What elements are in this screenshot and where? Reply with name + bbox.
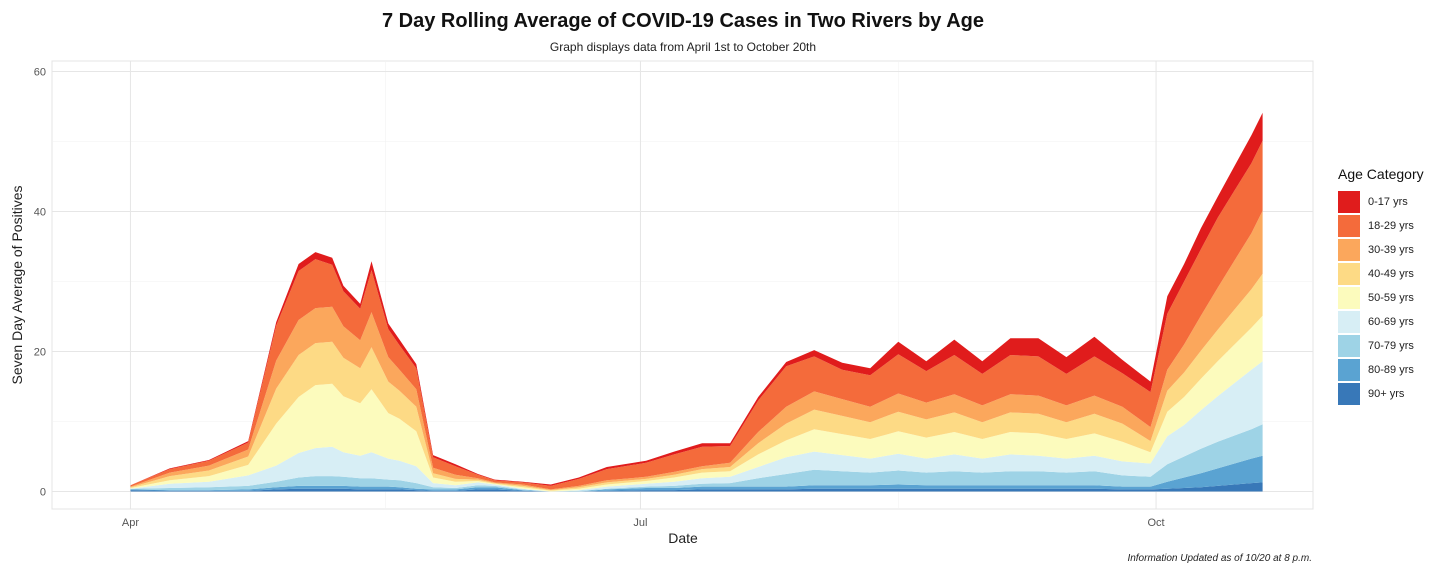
legend-swatch — [1338, 383, 1360, 405]
chart-subtitle: Graph displays data from April 1st to Oc… — [549, 40, 817, 54]
legend-item-50-59-yrs: 50-59 yrs — [1338, 286, 1432, 310]
legend-item-90plus-yrs: 90+ yrs — [1338, 382, 1432, 406]
legend-label: 90+ yrs — [1368, 388, 1405, 400]
legend-label: 18-29 yrs — [1368, 220, 1414, 232]
y-tick-label: 20 — [34, 347, 46, 359]
area-series-30-39-yrs — [130, 210, 1263, 491]
legend-items: 0-17 yrs 18-29 yrs 30-39 yrs 40-49 yrs 50-59… — [1338, 190, 1432, 406]
area-series-70-79-yrs — [130, 424, 1263, 492]
chart-title: 7 Day Rolling Average of COVID-19 Cases … — [381, 10, 985, 32]
x-tick-label: Jul — [633, 517, 647, 529]
legend-label: 40-49 yrs — [1368, 268, 1414, 280]
legend-label: 0-17 yrs — [1368, 196, 1408, 208]
legend-label: 30-39 yrs — [1368, 244, 1414, 256]
legend-swatch — [1338, 263, 1360, 285]
legend-item-30-39-yrs: 30-39 yrs — [1338, 238, 1432, 262]
y-tick-label: 0 — [40, 487, 46, 499]
legend-title: Age Category — [1338, 166, 1424, 182]
legend-label: 70-79 yrs — [1368, 340, 1414, 352]
x-tick-label: Apr — [122, 517, 139, 529]
footnote: Information Updated as of 10/20 at 8 p.m… — [1127, 553, 1312, 564]
legend-swatch — [1338, 191, 1360, 213]
legend-item-60-69-yrs: 60-69 yrs — [1338, 310, 1432, 334]
legend-swatch — [1338, 215, 1360, 237]
y-axis-title: Seven Day Average of Positives — [9, 186, 25, 385]
x-tick-label: Oct — [1148, 517, 1165, 529]
legend-swatch — [1338, 239, 1360, 261]
legend-swatch — [1338, 359, 1360, 381]
legend-swatch — [1338, 335, 1360, 357]
legend-item-70-79-yrs: 70-79 yrs — [1338, 334, 1432, 358]
legend-label: 60-69 yrs — [1368, 316, 1414, 328]
legend: Age Category 0-17 yrs 18-29 yrs 30-39 yrs 4… — [1338, 166, 1432, 406]
area-series-80-89-yrs — [130, 455, 1263, 492]
legend-item-0-17-yrs: 0-17 yrs — [1338, 190, 1432, 214]
y-tick-label: 40 — [34, 207, 46, 219]
area-series-90plus-yrs — [130, 482, 1263, 492]
x-axis-title: Date — [668, 530, 698, 546]
stacked-areas — [130, 112, 1263, 492]
legend-swatch — [1338, 311, 1360, 333]
legend-label: 50-59 yrs — [1368, 292, 1414, 304]
area-series-18-29-yrs — [130, 140, 1263, 490]
legend-item-80-89-yrs: 80-89 yrs — [1338, 358, 1432, 382]
legend-swatch — [1338, 287, 1360, 309]
axis-ticks: 0 20 40 60 Apr Jul Oct — [34, 67, 1165, 530]
y-tick-label: 60 — [34, 67, 46, 79]
legend-item-18-29-yrs: 18-29 yrs — [1338, 214, 1432, 238]
area-series-50-59-yrs — [130, 315, 1263, 492]
legend-item-40-49-yrs: 40-49 yrs — [1338, 262, 1432, 286]
area-series-60-69-yrs — [130, 361, 1263, 492]
legend-label: 80-89 yrs — [1368, 364, 1414, 376]
area-series-40-49-yrs — [130, 273, 1263, 491]
